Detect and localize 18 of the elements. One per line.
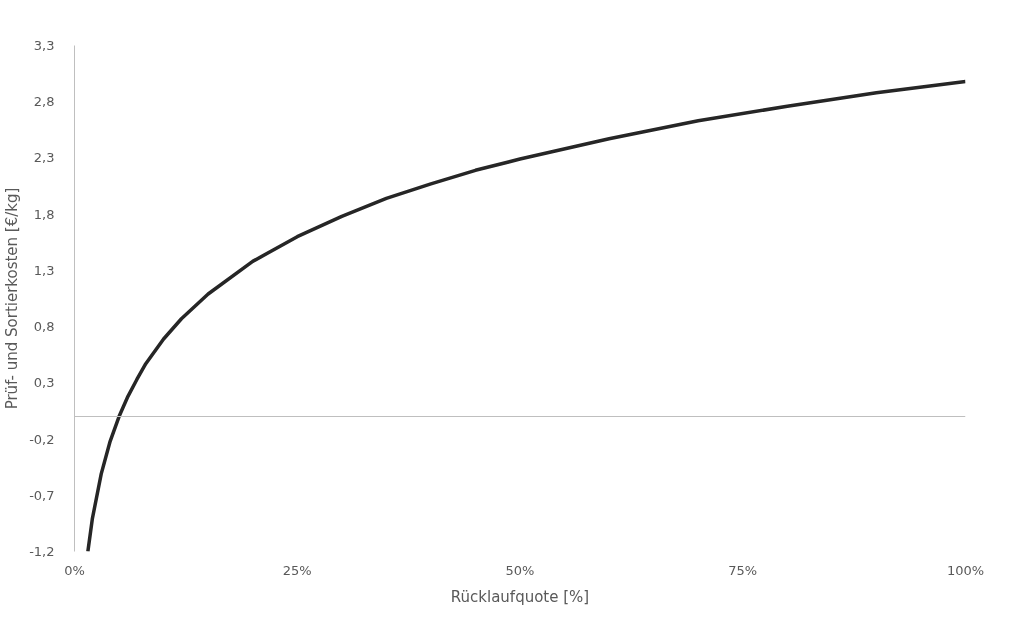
x-tick-label: 25% (282, 562, 312, 578)
y-tick-label: -0,2 (29, 431, 55, 447)
x-tick-label: 75% (728, 562, 758, 578)
x-tick-label: 50% (505, 562, 535, 578)
y-tick-label: 2,8 (33, 94, 55, 110)
line-series (86, 79, 966, 552)
y-tick-label: -1,2 (29, 544, 55, 559)
x-axis-title: Rücklaufquote [%] (450, 587, 590, 606)
y-tick-label: 0,8 (33, 319, 55, 335)
y-tick-label: 0,3 (33, 375, 55, 391)
x-tick-label: 0% (64, 562, 85, 578)
x-tick-label: 100% (946, 562, 985, 578)
y-tick-label: -0,7 (29, 487, 55, 503)
y-tick-label: 1,3 (33, 262, 55, 278)
y-tick-label: 2,3 (33, 150, 55, 166)
y-axis-title: Prüf- und Sortierkosten [€/kg] (3, 187, 22, 410)
y-tick-label: 1,8 (33, 206, 55, 222)
y-tick-label: 3,3 (33, 38, 55, 53)
